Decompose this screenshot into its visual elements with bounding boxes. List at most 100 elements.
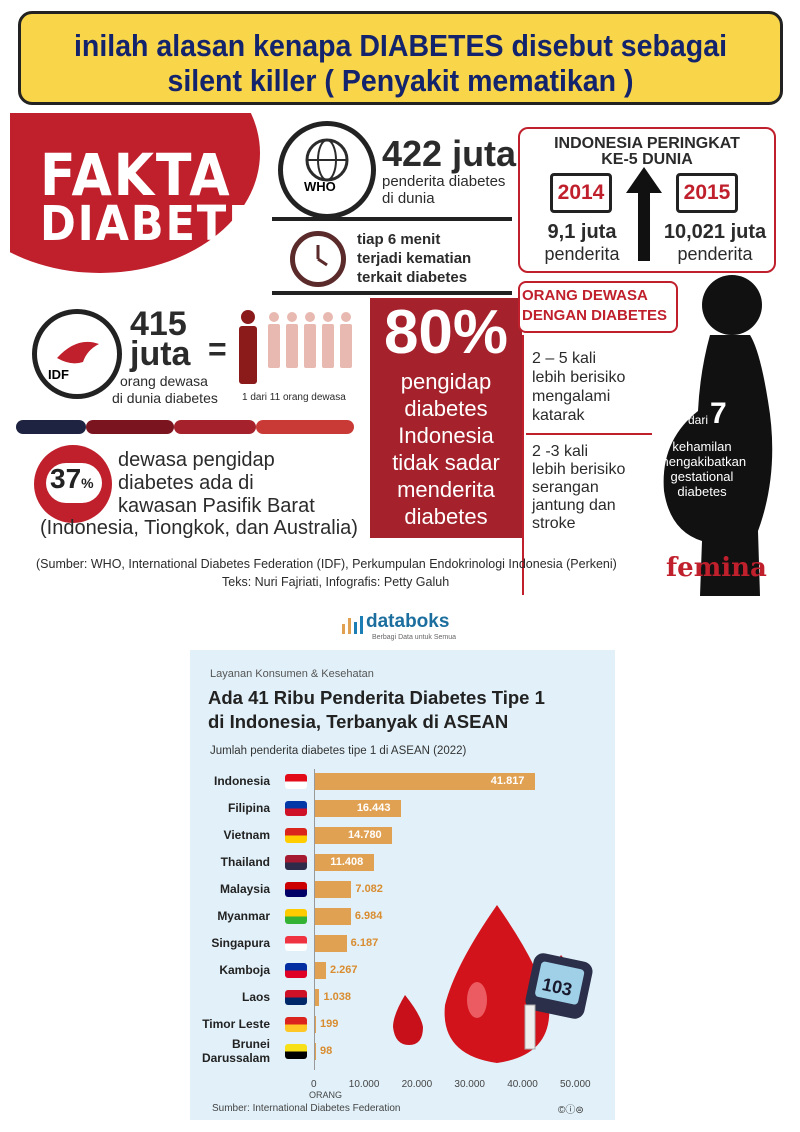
pct37-line: diabetes ada di	[118, 472, 254, 494]
category-label: Indonesia	[213, 774, 270, 788]
preg-dari: dari	[688, 413, 709, 427]
blood-drop-illustration	[393, 905, 593, 1063]
pct37-text: dewasa pengidap diabetes ada di kawasan …	[118, 449, 315, 518]
ranking-box	[518, 127, 776, 273]
stat-80-line: menderita	[397, 477, 495, 502]
stat-6min-text-3: terkait diabetes	[357, 269, 468, 286]
value-2014: 9,1 juta	[547, 221, 617, 243]
globe-icon	[305, 138, 349, 182]
bar	[314, 827, 393, 844]
bar	[314, 908, 351, 925]
risk-line: katarak	[532, 407, 585, 424]
flag-icon	[285, 855, 307, 870]
chart-plot: Indonesia 41.817 Filipina 16.443 Vietnam 14.7…	[190, 605, 615, 1120]
risk-line: 2 – 5 kali	[532, 350, 597, 367]
banner-line-2: silent killer ( Penyakit mematikan )	[167, 63, 634, 98]
infographic-source: (Sumber: WHO, International Diabetes Fed…	[36, 557, 617, 571]
adults-header-box	[518, 281, 678, 333]
bar-value-label: 6.984	[354, 910, 383, 922]
stat-6min-text-1: tiap 6 menit	[357, 231, 441, 248]
flag-icon	[285, 963, 307, 978]
fakta-heading: FAKTA	[40, 141, 232, 209]
risk-line: 2 -3 kali	[532, 443, 589, 460]
bar-value-label: 11.408	[330, 856, 364, 868]
preg-line: mengakibatkan	[657, 454, 747, 469]
up-arrow-icon	[626, 167, 662, 261]
bar-value-label: 199	[320, 1018, 339, 1030]
pct37-inner: 37%	[46, 463, 102, 503]
category-label: Singapura	[211, 936, 270, 950]
preg-line: gestational	[670, 469, 734, 484]
databoks-logo-icon	[342, 616, 363, 634]
stat-80-line: diabetes	[404, 396, 488, 421]
bar-value-label: 98	[320, 1045, 333, 1057]
x-tick-label: 30.000	[454, 1079, 485, 1090]
x-tick-label: 10.000	[348, 1079, 380, 1090]
chart-source: Sumber: International Diabetes Federatio…	[212, 1103, 401, 1114]
category-label-part: Darussalam	[201, 1051, 270, 1065]
stat-422-value: 422 juta	[382, 133, 517, 174]
year-2014: 2014	[557, 181, 605, 204]
x-tick-label: 50.000	[560, 1079, 591, 1090]
bar-value-label: 7.082	[355, 883, 383, 895]
risk-line: lebih berisiko	[532, 461, 626, 478]
bar	[314, 962, 326, 979]
stat-80-line: Indonesia	[398, 423, 494, 448]
stat-80-line: tidak sadar	[392, 450, 500, 475]
stat-80-value: 80%	[383, 298, 509, 367]
fakta-diabetes-infographic: FAKTA DIABETES WHO 422 juta penderita di…	[10, 113, 790, 596]
chart-title-2: di Indonesia, Terbanyak di ASEAN	[208, 711, 509, 732]
divider	[272, 291, 512, 295]
adults-panel-line	[522, 335, 652, 595]
pct37-line: kawasan Pasifik Barat	[118, 495, 315, 517]
banner-line-1: inilah alasan kenapa DIABETES disebut se…	[74, 28, 727, 63]
risk-line: lebih berisiko	[532, 369, 626, 386]
bar-value-label: 14.780	[348, 829, 382, 841]
chart-title-1: Ada 41 Ribu Penderita Diabetes Tipe 1	[208, 687, 545, 708]
stat-6min-text-2: terjadi kematian	[357, 250, 472, 267]
bar-value-label: 1.038	[323, 991, 351, 1003]
x-tick-label: 20.000	[401, 1079, 433, 1090]
ranking-title-1: INDONESIA PERINGKAT	[554, 135, 740, 152]
category-label: Laos	[241, 990, 270, 1004]
risk-katarak: 2 – 5 kali lebih berisiko mengalami kata…	[532, 349, 625, 425]
people-icons	[239, 310, 352, 384]
x-tick-label: 0	[311, 1079, 317, 1090]
y-axis-line	[314, 769, 315, 1070]
databoks-chart: databoks Berbagi Data untuk Semua Layana…	[190, 605, 615, 1120]
pct37-countries: (Indonesia, Tiongkok, dan Australia)	[40, 517, 358, 539]
value-2015-sub: penderita	[677, 244, 753, 264]
diabetes-heading: DIABETES	[40, 196, 293, 252]
bar-segment	[174, 420, 256, 434]
flag-icon	[285, 1044, 307, 1059]
category-label: Myanmar	[217, 909, 270, 923]
category-label: Thailand	[220, 855, 270, 869]
stat-80-line: diabetes	[404, 504, 488, 529]
risk-stroke: 2 -3 kali lebih berisiko serangan jantun…	[532, 443, 625, 533]
flag-icon	[285, 909, 307, 924]
risk-line: serangan	[532, 479, 599, 496]
category-label: Filipina	[228, 801, 270, 815]
bar	[314, 1016, 316, 1033]
equals-sign: =	[208, 331, 227, 367]
stat-80-box: 80% pengidap diabetes Indonesia tidak sa…	[370, 298, 522, 538]
flag-icon	[285, 774, 307, 789]
chart-category: Layanan Konsumen & Kesehatan	[210, 668, 374, 680]
category-label: Brunei Darussalam	[170, 1037, 270, 1065]
bar-value-label: 16.443	[356, 802, 391, 814]
infographic-credits: Teks: Nuri Fajriati, Infografis: Petty G…	[222, 575, 450, 589]
preg-text: kehamilan mengakibatkan gestational diab…	[648, 439, 756, 499]
databoks-tagline: Berbagi Data untuk Semua	[372, 634, 457, 641]
flag-icon	[285, 1017, 307, 1032]
stat-422-text-2: di dunia	[382, 190, 435, 207]
category-label-part: Brunei	[231, 1037, 270, 1051]
flag-icon	[285, 828, 307, 843]
bar-value-label: 41.817	[490, 775, 525, 787]
databoks-header: databoks Berbagi Data untuk Semua	[190, 605, 615, 650]
bar	[314, 800, 401, 817]
ranking-title-2: KE-5 DUNIA	[601, 151, 693, 168]
chart-subtitle: Jumlah penderita diabetes tipe 1 di ASEA…	[210, 745, 467, 757]
pregnant-woman-icon	[663, 275, 773, 596]
who-logo	[278, 121, 376, 219]
preg-line: diabetes	[677, 484, 727, 499]
